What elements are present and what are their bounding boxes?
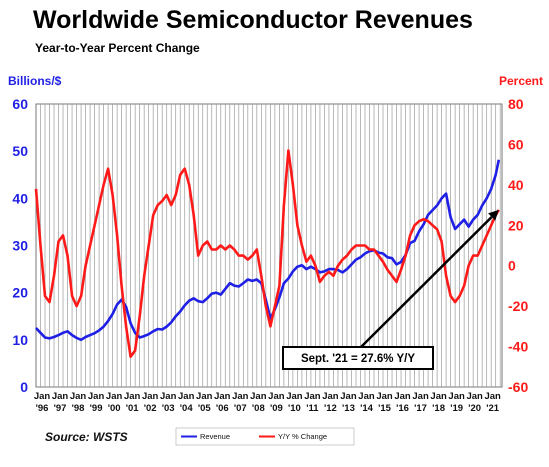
plot-area	[35, 103, 503, 388]
x-tick-label: '11	[306, 403, 319, 414]
x-tick-label: '12	[324, 403, 337, 414]
x-tick-label: '18	[432, 403, 445, 414]
y-left-tick-label: 40	[12, 190, 28, 206]
x-tick-label: Jan	[466, 391, 483, 402]
x-tick-label: Jan	[214, 391, 231, 402]
x-tick-label: Jan	[340, 391, 357, 402]
annotation-text: Sept. '21 = 27.6% Y/Y	[301, 353, 415, 365]
x-tick-label: Jan	[88, 391, 105, 402]
y-left-axis-label: Billions/$	[8, 74, 62, 88]
legend: Revenue Y/Y % Change	[175, 427, 355, 446]
chart-subtitle: Year-to-Year Percent Change	[35, 41, 200, 55]
x-tick-label: '20	[468, 403, 481, 414]
y-right-tick-label: -40	[508, 339, 528, 355]
x-tick-label: Jan	[394, 391, 411, 402]
chart-title: Worldwide Semiconductor Revenues	[33, 6, 473, 34]
x-tick-label: '04	[180, 403, 194, 414]
y-left-tick-label: 30	[12, 238, 28, 254]
x-tick-label: '10	[288, 403, 301, 414]
x-tick-label: Jan	[52, 391, 69, 402]
y-left-tick-label: 0	[20, 379, 28, 395]
x-tick-label: Jan	[160, 391, 177, 402]
x-tick-label: '09	[270, 403, 283, 414]
x-tick-label: '21	[486, 403, 500, 414]
x-tick-label: '05	[198, 403, 212, 414]
y-left-tick-label: 50	[12, 143, 28, 159]
x-tick-label: Jan	[178, 391, 195, 402]
x-tick-label: Jan	[430, 391, 447, 402]
y-right-tick-label: -60	[508, 379, 528, 395]
x-tick-label: '07	[234, 403, 247, 414]
y-right-tick-label: 80	[508, 96, 524, 112]
x-tick-label: '15	[378, 403, 392, 414]
x-tick-label: '14	[360, 403, 374, 414]
y-right-tick-label: -20	[508, 298, 528, 314]
x-tick-label: Jan	[322, 391, 339, 402]
x-tick-label: '98	[72, 403, 85, 414]
x-tick-label: '00	[108, 403, 121, 414]
x-tick-label: Jan	[286, 391, 303, 402]
x-tick-label: Jan	[250, 391, 267, 402]
x-tick-label: Jan	[358, 391, 375, 402]
vertical-grid	[40, 104, 501, 387]
x-tick-label: '02	[144, 403, 157, 414]
y-right-tick-label: 20	[508, 217, 524, 233]
y-right-ticks: -60 -40 -20 0 20 40 60 80	[508, 96, 528, 395]
x-tick-label: '08	[252, 403, 265, 414]
x-tick-label: '16	[396, 403, 409, 414]
y-right-tick-label: 0	[508, 258, 516, 274]
x-tick-label: Jan	[412, 391, 429, 402]
x-tick-label: Jan	[34, 391, 51, 402]
x-axis-ticks: Jan'96Jan'97Jan'98Jan'99Jan'00Jan'01Jan'…	[34, 391, 501, 414]
series-line-yoy	[34, 149, 500, 359]
x-tick-label: Jan	[484, 391, 501, 402]
plot-frame	[35, 103, 503, 388]
y-left-ticks: 0 10 20 30 40 50 60	[12, 96, 28, 395]
x-tick-label: Jan	[124, 391, 141, 402]
annotation-arrowhead	[488, 209, 499, 221]
x-tick-label: '01	[126, 403, 140, 414]
x-tick-label: '99	[90, 403, 103, 414]
x-tick-label: Jan	[304, 391, 321, 402]
y-right-tick-label: 60	[508, 136, 524, 152]
legend-yoy-label: Y/Y % Change	[278, 432, 327, 441]
x-tick-label: '96	[36, 403, 49, 414]
annotation: Sept. '21 = 27.6% Y/Y	[282, 209, 499, 370]
x-tick-label: Jan	[232, 391, 249, 402]
x-tick-label: '06	[216, 403, 229, 414]
legend-revenue-label: Revenue	[200, 432, 230, 441]
x-tick-label: Jan	[268, 391, 285, 402]
x-tick-label: '17	[414, 403, 427, 414]
y-left-tick-label: 10	[12, 332, 28, 348]
source-note: Source: WSTS	[45, 430, 128, 444]
x-tick-label: '97	[54, 403, 67, 414]
x-tick-label: '13	[342, 403, 355, 414]
y-left-tick-label: 20	[12, 285, 28, 301]
y-left-tick-label: 60	[12, 96, 28, 112]
y-right-axis-label: Percent	[499, 74, 543, 88]
series-line-revenue	[35, 159, 501, 342]
x-tick-label: '19	[450, 403, 463, 414]
x-tick-label: Jan	[70, 391, 87, 402]
series-lines	[34, 149, 501, 359]
x-tick-label: Jan	[142, 391, 159, 402]
x-tick-label: Jan	[376, 391, 393, 402]
x-tick-label: Jan	[196, 391, 213, 402]
annotation-box	[282, 346, 434, 370]
annotation-arrow	[359, 216, 493, 349]
y-right-tick-label: 40	[508, 177, 524, 193]
x-tick-label: Jan	[106, 391, 123, 402]
x-tick-label: Jan	[448, 391, 465, 402]
x-tick-label: '03	[162, 403, 175, 414]
